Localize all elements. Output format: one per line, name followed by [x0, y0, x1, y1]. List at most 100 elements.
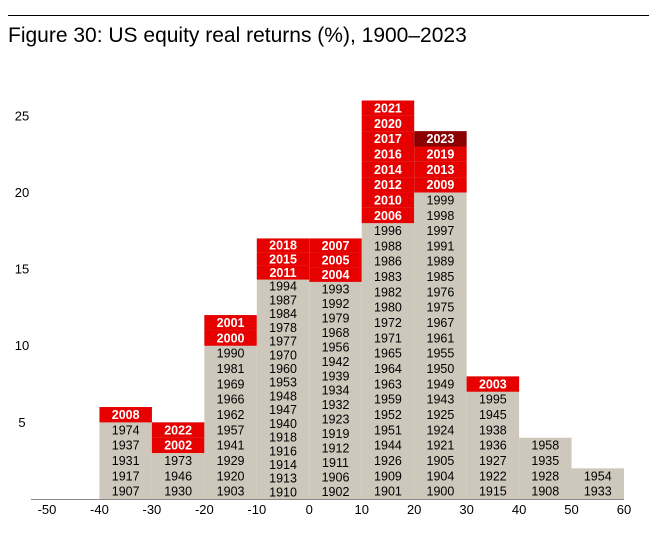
- year-label-1900: 1900: [427, 485, 455, 499]
- year-label-1976: 1976: [427, 285, 455, 299]
- year-label-1916: 1916: [269, 444, 297, 458]
- year-label-2018: 2018: [269, 239, 297, 253]
- year-label-1932: 1932: [322, 398, 350, 412]
- year-label-2002: 2002: [164, 439, 192, 453]
- y-tick-label: 15: [15, 262, 29, 277]
- year-label-1948: 1948: [269, 389, 297, 403]
- year-label-1909: 1909: [374, 469, 402, 483]
- year-label-1920: 1920: [217, 469, 245, 483]
- x-tick-label: -50: [38, 502, 57, 517]
- year-label-2013: 2013: [427, 163, 455, 177]
- year-label-2012: 2012: [374, 178, 402, 192]
- year-label-1987: 1987: [269, 293, 297, 307]
- year-label-1974: 1974: [112, 423, 140, 437]
- year-label-1961: 1961: [427, 331, 455, 345]
- highlight-cell-2010: [361, 192, 415, 208]
- year-label-1943: 1943: [427, 393, 455, 407]
- year-label-1917: 1917: [112, 469, 140, 483]
- year-label-1981: 1981: [217, 362, 245, 376]
- year-label-1975: 1975: [427, 301, 455, 315]
- year-label-1999: 1999: [427, 193, 455, 207]
- year-label-1911: 1911: [322, 456, 349, 470]
- highlight-cell-2014: [361, 161, 415, 178]
- year-label-1907: 1907: [112, 485, 140, 499]
- year-label-2021: 2021: [374, 101, 402, 115]
- year-label-1966: 1966: [217, 393, 245, 407]
- year-label-2017: 2017: [374, 132, 402, 146]
- year-label-1973: 1973: [164, 454, 192, 468]
- year-label-2023: 2023: [427, 132, 455, 146]
- year-label-1958: 1958: [531, 439, 559, 453]
- year-label-1990: 1990: [217, 347, 245, 361]
- year-label-1930: 1930: [164, 485, 192, 499]
- year-label-1963: 1963: [374, 377, 402, 391]
- year-label-2007: 2007: [322, 239, 350, 253]
- highlight-cell-2019: [414, 146, 467, 162]
- year-label-1923: 1923: [322, 413, 350, 427]
- year-label-1993: 1993: [322, 282, 350, 296]
- x-tick-label: 40: [512, 502, 526, 517]
- highlight-cell-2011: [256, 265, 310, 280]
- year-label-1962: 1962: [217, 408, 245, 422]
- y-tick-label: 10: [15, 338, 29, 353]
- x-tick-label: 20: [407, 502, 421, 517]
- bar-bin-8: [519, 437, 572, 499]
- year-label-1985: 1985: [427, 270, 455, 284]
- bar-bin-3: [256, 238, 310, 499]
- year-label-1905: 1905: [427, 454, 455, 468]
- highlight-cell-2009: [414, 177, 467, 193]
- year-label-1952: 1952: [374, 408, 402, 422]
- x-tick-label: -20: [195, 502, 214, 517]
- year-label-1912: 1912: [322, 442, 350, 456]
- year-label-2009: 2009: [427, 178, 455, 192]
- year-label-1989: 1989: [427, 255, 455, 269]
- year-label-1984: 1984: [269, 307, 297, 321]
- year-label-1956: 1956: [322, 340, 350, 354]
- year-label-1969: 1969: [217, 377, 245, 391]
- year-label-1940: 1940: [269, 417, 297, 431]
- year-label-1970: 1970: [269, 348, 297, 362]
- year-label-1914: 1914: [269, 458, 297, 472]
- highlight-cell-2020: [361, 115, 415, 132]
- year-label-1994: 1994: [269, 280, 297, 294]
- year-label-2000: 2000: [217, 331, 245, 345]
- year-label-2010: 2010: [374, 193, 402, 207]
- year-label-2014: 2014: [374, 163, 402, 177]
- year-label-1919: 1919: [322, 427, 350, 441]
- year-label-1945: 1945: [479, 408, 507, 422]
- year-label-1950: 1950: [427, 362, 455, 376]
- year-label-1910: 1910: [269, 485, 297, 499]
- year-label-2011: 2011: [269, 266, 296, 280]
- y-axis: 5 10 15 20 25: [15, 108, 29, 430]
- x-tick-label: 30: [459, 502, 473, 517]
- year-label-1902: 1902: [322, 485, 350, 499]
- year-label-1939: 1939: [322, 369, 350, 383]
- year-label-1935: 1935: [531, 454, 559, 468]
- year-label-1936: 1936: [479, 439, 507, 453]
- year-label-1908: 1908: [531, 485, 559, 499]
- year-label-1957: 1957: [217, 423, 245, 437]
- highlight-cell-2018: [256, 238, 310, 253]
- x-tick-label: 0: [306, 502, 313, 517]
- year-label-1967: 1967: [427, 316, 455, 330]
- highlight-cell-2012: [361, 177, 415, 193]
- highlight-cell-2005: [309, 252, 362, 268]
- year-label-1937: 1937: [112, 439, 140, 453]
- year-label-2004: 2004: [322, 268, 350, 282]
- year-label-1934: 1934: [322, 384, 350, 398]
- year-label-2020: 2020: [374, 117, 402, 131]
- year-label-1926: 1926: [374, 454, 402, 468]
- year-label-1915: 1915: [479, 485, 507, 499]
- highlight-cell-2023: [414, 131, 467, 147]
- x-tick-label: -10: [247, 502, 266, 517]
- highlight-cell-2001: [204, 315, 257, 331]
- year-label-1901: 1901: [374, 485, 402, 499]
- year-label-1955: 1955: [427, 347, 455, 361]
- figure-title: Figure 30: US equity real returns (%), 1…: [8, 24, 467, 47]
- year-label-1988: 1988: [374, 239, 402, 253]
- year-label-1965: 1965: [374, 347, 402, 361]
- year-label-1979: 1979: [322, 311, 350, 325]
- year-label-1997: 1997: [427, 224, 455, 238]
- highlight-cell-2013: [414, 161, 467, 178]
